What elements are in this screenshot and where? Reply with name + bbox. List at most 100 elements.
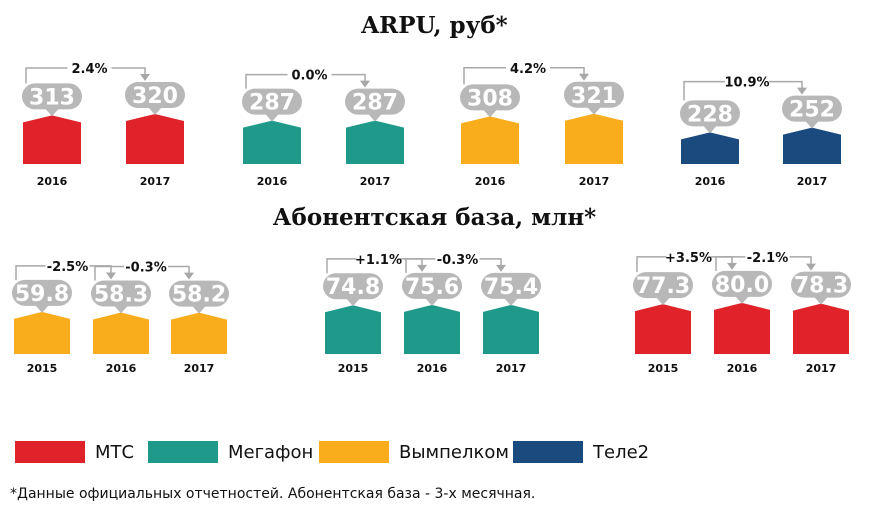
change-arrowhead — [797, 87, 807, 95]
value-bubble-pointer — [587, 106, 601, 115]
change-label-backing — [725, 72, 769, 89]
change-arrowhead — [106, 272, 116, 280]
value-label: 78.3 — [794, 274, 848, 299]
legend-swatch-mts — [15, 441, 85, 463]
year-label: 2015 — [27, 362, 58, 375]
value-label: 228 — [687, 102, 733, 127]
bar — [565, 113, 623, 164]
bar — [793, 303, 849, 354]
value-bubble-pointer — [805, 120, 819, 129]
legend-label-megafon: Мегафон — [228, 441, 314, 463]
value-bubble — [460, 84, 520, 111]
value-bubble-pointer — [483, 109, 497, 118]
bar — [714, 302, 770, 354]
subscribers-title: Абонентская база, млн* — [272, 204, 597, 231]
value-bubble — [12, 279, 72, 306]
change-label: -0.3% — [125, 261, 166, 276]
change-arrowhead — [360, 80, 370, 88]
value-bubble — [782, 95, 842, 122]
legend-swatch-megafon — [148, 441, 218, 463]
bar — [126, 114, 184, 164]
legend-item-mts: МТС — [15, 440, 134, 464]
value-bubble — [323, 273, 383, 300]
bar — [783, 127, 841, 164]
change-label-backing — [124, 257, 168, 274]
value-bubble-pointer — [114, 305, 128, 314]
value-label: 308 — [467, 86, 513, 111]
legend-item-tele2: Теле2 — [513, 440, 649, 464]
change-label: 0.0% — [291, 69, 327, 84]
legend-label-vympelkom: Вымпелком — [399, 441, 509, 463]
chart-2: 287 2016 287 2017 0.0% — [242, 65, 405, 188]
value-bubble-pointer — [368, 113, 382, 122]
value-label: 321 — [571, 84, 617, 109]
arpu-title: ARPU, руб* — [361, 12, 508, 39]
change-label: +1.1% — [355, 253, 402, 268]
value-bubble-pointer — [425, 297, 439, 306]
change-arrowhead — [140, 74, 150, 81]
value-bubble-pointer — [346, 298, 360, 307]
year-label: 2015 — [338, 362, 369, 375]
value-bubble — [169, 280, 229, 307]
value-bubble-pointer — [35, 304, 49, 313]
value-label: 74.8 — [326, 275, 380, 300]
value-bubble — [345, 88, 405, 115]
change-label: 4.2% — [510, 62, 546, 77]
change-arrowhead — [417, 264, 427, 272]
year-label: 2016 — [475, 175, 506, 188]
bar — [171, 312, 227, 354]
change-label-backing — [356, 249, 401, 266]
bar — [483, 304, 539, 354]
footnote: *Данные официальных отчетностей. Абонент… — [10, 486, 536, 502]
bar — [404, 304, 460, 354]
legend-item-megafon: Мегафон — [148, 440, 313, 464]
change-label-backing — [45, 256, 90, 273]
change-arrowhead — [496, 264, 506, 272]
bar — [14, 311, 70, 354]
value-label: 287 — [352, 91, 398, 116]
value-bubble-pointer — [45, 108, 59, 117]
change-arrowhead — [727, 262, 737, 270]
value-label: 59.8 — [15, 282, 69, 307]
year-label: 2016 — [106, 362, 137, 375]
value-label: 75.4 — [484, 275, 538, 300]
value-bubble — [125, 82, 185, 108]
value-bubble — [633, 272, 693, 299]
change-label: -0.3% — [437, 253, 478, 268]
year-label: 2017 — [140, 175, 171, 188]
year-label: 2016 — [257, 175, 288, 188]
legend-label-tele2: Теле2 — [593, 441, 650, 463]
value-bubble-pointer — [192, 305, 206, 314]
year-label: 2017 — [496, 362, 527, 375]
value-bubble — [242, 88, 302, 115]
legend: МТС Мегафон Вымпелком Теле2 — [0, 440, 869, 464]
year-label: 2016 — [417, 362, 448, 375]
bar — [325, 305, 381, 354]
value-label: 80.0 — [715, 273, 769, 298]
value-bubble — [481, 272, 541, 299]
value-bubble — [791, 271, 851, 298]
change-label: 2.4% — [71, 62, 107, 77]
value-bubble — [712, 270, 772, 297]
chart-4: 228 2016 252 2017 10.9% — [680, 72, 842, 188]
chart-6: 74.8 2015 75.6 2016 75.4 2017 +1.1% -0.3% — [323, 249, 541, 375]
value-label: 75.6 — [405, 275, 459, 300]
year-label: 2016 — [695, 175, 726, 188]
value-bubble — [402, 272, 462, 299]
bar — [461, 116, 519, 164]
year-label: 2017 — [806, 362, 837, 375]
year-label: 2017 — [184, 362, 215, 375]
value-bubble — [564, 81, 624, 108]
change-label-backing — [287, 65, 332, 82]
change-arrowhead — [579, 73, 589, 81]
legend-swatch-tele2 — [513, 441, 583, 463]
change-label: -2.1% — [747, 251, 788, 266]
value-label: 313 — [29, 85, 75, 110]
value-bubble-pointer — [735, 295, 749, 304]
bar — [346, 120, 404, 164]
value-label: 320 — [132, 84, 178, 109]
change-label-backing — [506, 58, 550, 75]
year-label: 2017 — [360, 175, 391, 188]
change-arrowhead — [806, 263, 816, 271]
